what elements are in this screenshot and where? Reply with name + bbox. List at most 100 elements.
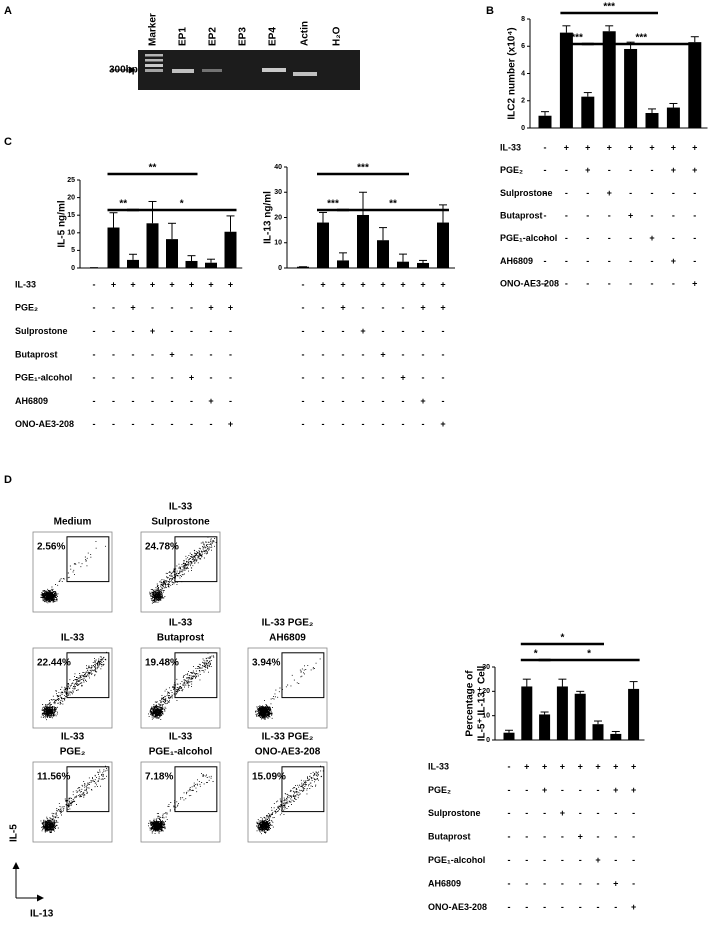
y-tick-label: 6 [521, 43, 525, 50]
bar [593, 724, 604, 740]
condition-sign: - [586, 210, 589, 220]
condition-sign: - [614, 808, 617, 818]
condition-label: IL-33 [428, 761, 449, 771]
condition-sign: - [565, 256, 568, 266]
condition-sign: - [302, 349, 305, 359]
gate [175, 653, 217, 698]
flow-plot-title: IL-33 [61, 633, 85, 644]
condition-sign: - [565, 233, 568, 243]
condition-sign: - [543, 902, 546, 912]
condition-sign: - [579, 855, 582, 865]
condition-sign: - [229, 373, 232, 383]
bar [624, 49, 637, 128]
condition-label: Sulprostone [15, 326, 68, 336]
condition-sign: - [229, 326, 232, 336]
condition-sign: - [565, 165, 568, 175]
significance-label: ** [149, 163, 157, 174]
condition-sign: + [524, 761, 529, 771]
condition-sign: - [597, 878, 600, 888]
condition-sign: - [342, 326, 345, 336]
condition-sign: - [544, 165, 547, 175]
bar [539, 714, 550, 740]
flow-plot-title: Butaprost [157, 633, 205, 644]
condition-sign: - [229, 396, 232, 406]
y-tick-label: 0 [278, 265, 282, 272]
condition-label: PGE₁-alcohol [500, 233, 557, 243]
condition-sign: - [322, 419, 325, 429]
condition-sign: + [189, 373, 194, 383]
condition-sign: - [693, 210, 696, 220]
condition-sign: + [631, 785, 636, 795]
error-bar [584, 93, 592, 97]
condition-sign: + [560, 761, 565, 771]
condition-sign: - [651, 279, 654, 289]
error-bar [541, 712, 549, 714]
significance-label: *** [357, 163, 369, 174]
lane-label: EP4 [268, 27, 279, 46]
condition-sign: + [692, 165, 697, 175]
condition-label: PGE₂ [15, 303, 38, 313]
condition-sign: - [614, 902, 617, 912]
error-bar [339, 253, 347, 261]
flow-plot-title: IL-33 [61, 732, 85, 743]
condition-sign: + [649, 142, 654, 152]
condition-sign: + [628, 142, 633, 152]
condition-sign: + [692, 279, 697, 289]
condition-sign: - [362, 349, 365, 359]
condition-sign: + [613, 878, 618, 888]
gate-percent: 24.78% [145, 542, 179, 553]
lane-label: Actin [300, 21, 311, 46]
condition-sign: + [340, 279, 345, 289]
condition-sign: - [322, 303, 325, 313]
condition-sign: + [380, 349, 385, 359]
error-bar [399, 254, 407, 262]
error-bar [541, 112, 549, 116]
flow-plot-title: Medium [54, 517, 92, 528]
error-bar [594, 721, 602, 724]
condition-sign: + [613, 785, 618, 795]
y-tick-label: 0 [71, 265, 75, 272]
significance-label: ** [389, 199, 397, 210]
bar [317, 223, 329, 268]
condition-sign: - [525, 808, 528, 818]
condition-sign: - [608, 279, 611, 289]
error-bar [207, 259, 215, 263]
lane-label: EP3 [238, 27, 249, 46]
condition-sign: - [322, 326, 325, 336]
condition-sign: - [672, 210, 675, 220]
condition-sign: - [342, 419, 345, 429]
flow-plot-title: IL-33 [169, 618, 193, 629]
error-bar [691, 37, 699, 42]
condition-sign: - [112, 396, 115, 406]
significance-label: * [180, 199, 184, 210]
condition-sign: - [608, 256, 611, 266]
condition-sign: + [130, 303, 135, 313]
condition-sign: + [111, 279, 116, 289]
y-tick-label: 4 [521, 70, 525, 77]
condition-sign: - [632, 808, 635, 818]
flow-x-axis-label: IL-13 [30, 909, 54, 920]
gate-percent: 7.18% [145, 772, 173, 783]
y-tick-label: 25 [67, 177, 75, 184]
error-bar [648, 109, 656, 113]
condition-sign: + [228, 303, 233, 313]
significance-label: *** [327, 199, 339, 210]
flow-plot-title: PGE₁-alcohol [149, 747, 213, 758]
condition-sign: + [542, 785, 547, 795]
condition-sign: - [93, 326, 96, 336]
condition-sign: - [93, 419, 96, 429]
condition-sign: - [597, 832, 600, 842]
condition-sign: + [150, 326, 155, 336]
condition-sign: + [607, 188, 612, 198]
error-bar [359, 192, 367, 215]
condition-sign: - [190, 419, 193, 429]
y-tick-label: 30 [274, 189, 282, 196]
significance-label: * [560, 633, 564, 644]
bar [539, 116, 552, 128]
condition-sign: - [362, 373, 365, 383]
condition-sign: - [651, 210, 654, 220]
flow-axes-arrow [13, 862, 45, 902]
condition-sign: - [93, 349, 96, 359]
y-axis-label: Percentage of [465, 670, 476, 737]
